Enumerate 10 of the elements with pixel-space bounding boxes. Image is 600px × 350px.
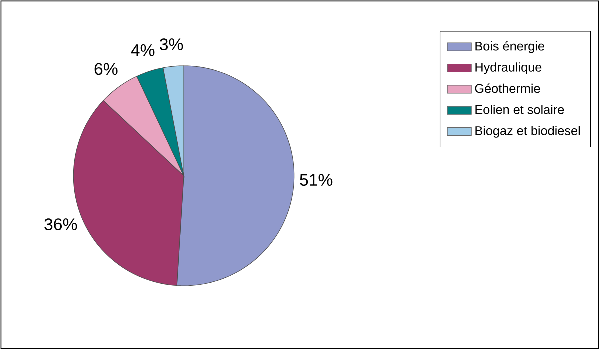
legend-label: Biogaz et biodiesel	[476, 126, 580, 138]
legend-label: Hydraulique	[476, 62, 542, 74]
legend-label: Eolien et solaire	[476, 105, 564, 114]
data-label: 36%	[44, 218, 78, 231]
data-label: 4%	[131, 44, 155, 56]
data-label: 51%	[300, 174, 333, 186]
data-label: 3%	[160, 38, 184, 51]
data-label: 6%	[94, 63, 118, 76]
legend-label: Géothermie	[475, 84, 540, 94]
legend-label: Bois énergie	[476, 41, 544, 54]
